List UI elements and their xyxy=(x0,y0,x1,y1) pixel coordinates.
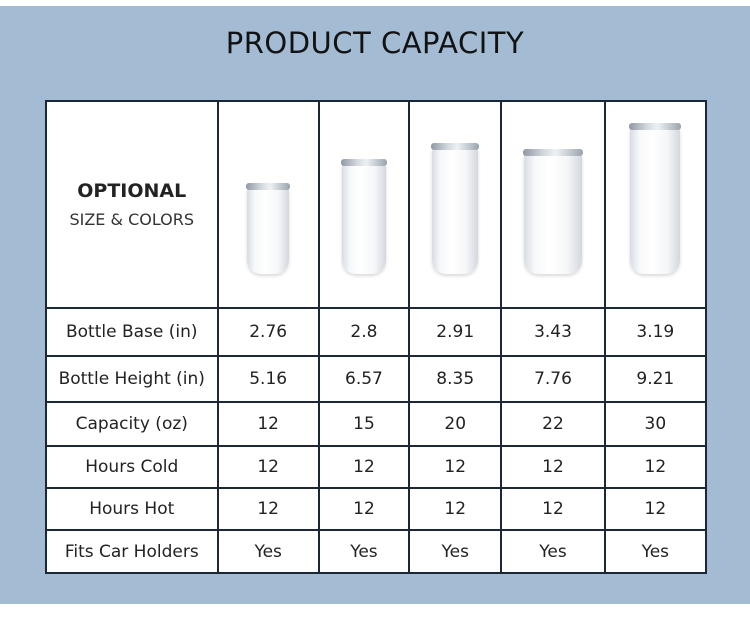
table-cell: 8.35 xyxy=(408,355,503,403)
table-cell: 12 xyxy=(216,445,320,489)
row-label: Fits Car Holders xyxy=(45,529,219,574)
table-cell: 6.57 xyxy=(317,355,411,403)
table-cell: 22 xyxy=(500,401,606,447)
tumbler-cell-12oz xyxy=(216,100,320,309)
table-cell: 12 xyxy=(603,445,708,489)
tumbler-cell-20oz xyxy=(408,100,503,309)
table-row: Fits Car Holders Yes Yes Yes Yes Yes xyxy=(45,529,708,574)
table-row: Bottle Height (in) 5.16 6.57 8.35 7.76 9… xyxy=(45,355,708,403)
table-row: Capacity (oz) 12 15 20 22 30 xyxy=(45,401,708,447)
table-cell: Yes xyxy=(317,529,411,574)
optional-label: OPTIONAL xyxy=(77,180,187,202)
optional-header-cell: OPTIONAL SIZE & COLORS xyxy=(45,100,219,309)
tumbler-cell-30oz xyxy=(603,100,708,309)
table-cell: Yes xyxy=(500,529,606,574)
table-cell: 12 xyxy=(603,487,708,531)
image-row: OPTIONAL SIZE & COLORS xyxy=(45,100,708,309)
table-cell: 12 xyxy=(500,445,606,489)
table-cell: 9.21 xyxy=(603,355,708,403)
tumbler-icon xyxy=(340,159,387,274)
table-row: Hours Hot 12 12 12 12 12 xyxy=(45,487,708,531)
tumbler-icon xyxy=(629,123,682,274)
page-title: PRODUCT CAPACITY xyxy=(225,26,525,60)
tumbler-cell-15oz xyxy=(317,100,411,309)
row-label: Capacity (oz) xyxy=(45,401,219,447)
table-cell: Yes xyxy=(216,529,320,574)
row-label: Bottle Base (in) xyxy=(45,307,219,357)
table-cell: 3.43 xyxy=(500,307,606,357)
tumbler-icon xyxy=(523,149,583,274)
tumbler-icon xyxy=(246,183,291,274)
table-cell: 12 xyxy=(500,487,606,531)
table-cell: Yes xyxy=(408,529,503,574)
tumbler-cell-22oz xyxy=(500,100,606,309)
table-row: Hours Cold 12 12 12 12 12 xyxy=(45,445,708,489)
table-cell: 12 xyxy=(408,487,503,531)
table-cell: 30 xyxy=(603,401,708,447)
table-cell: 7.76 xyxy=(500,355,606,403)
table-cell: 12 xyxy=(317,487,411,531)
table-cell: 12 xyxy=(317,445,411,489)
table-cell: 12 xyxy=(216,487,320,531)
table-cell: 2.8 xyxy=(317,307,411,357)
capacity-table: OPTIONAL SIZE & COLORS Bottle Base (in) … xyxy=(45,100,708,574)
table-cell: 5.16 xyxy=(216,355,320,403)
table-cell: 15 xyxy=(317,401,411,447)
table-row: Bottle Base (in) 2.76 2.8 2.91 3.43 3.19 xyxy=(45,307,708,357)
row-label: Hours Hot xyxy=(45,487,219,531)
table-cell: 20 xyxy=(408,401,503,447)
table-cell: Yes xyxy=(603,529,708,574)
table-cell: 12 xyxy=(408,445,503,489)
table-cell: 2.76 xyxy=(216,307,320,357)
table-cell: 2.91 xyxy=(408,307,503,357)
row-label: Bottle Height (in) xyxy=(45,355,219,403)
tumbler-icon xyxy=(431,143,480,274)
row-label: Hours Cold xyxy=(45,445,219,489)
table-cell: 12 xyxy=(216,401,320,447)
size-colors-label: SIZE & COLORS xyxy=(69,210,195,229)
table-cell: 3.19 xyxy=(603,307,708,357)
